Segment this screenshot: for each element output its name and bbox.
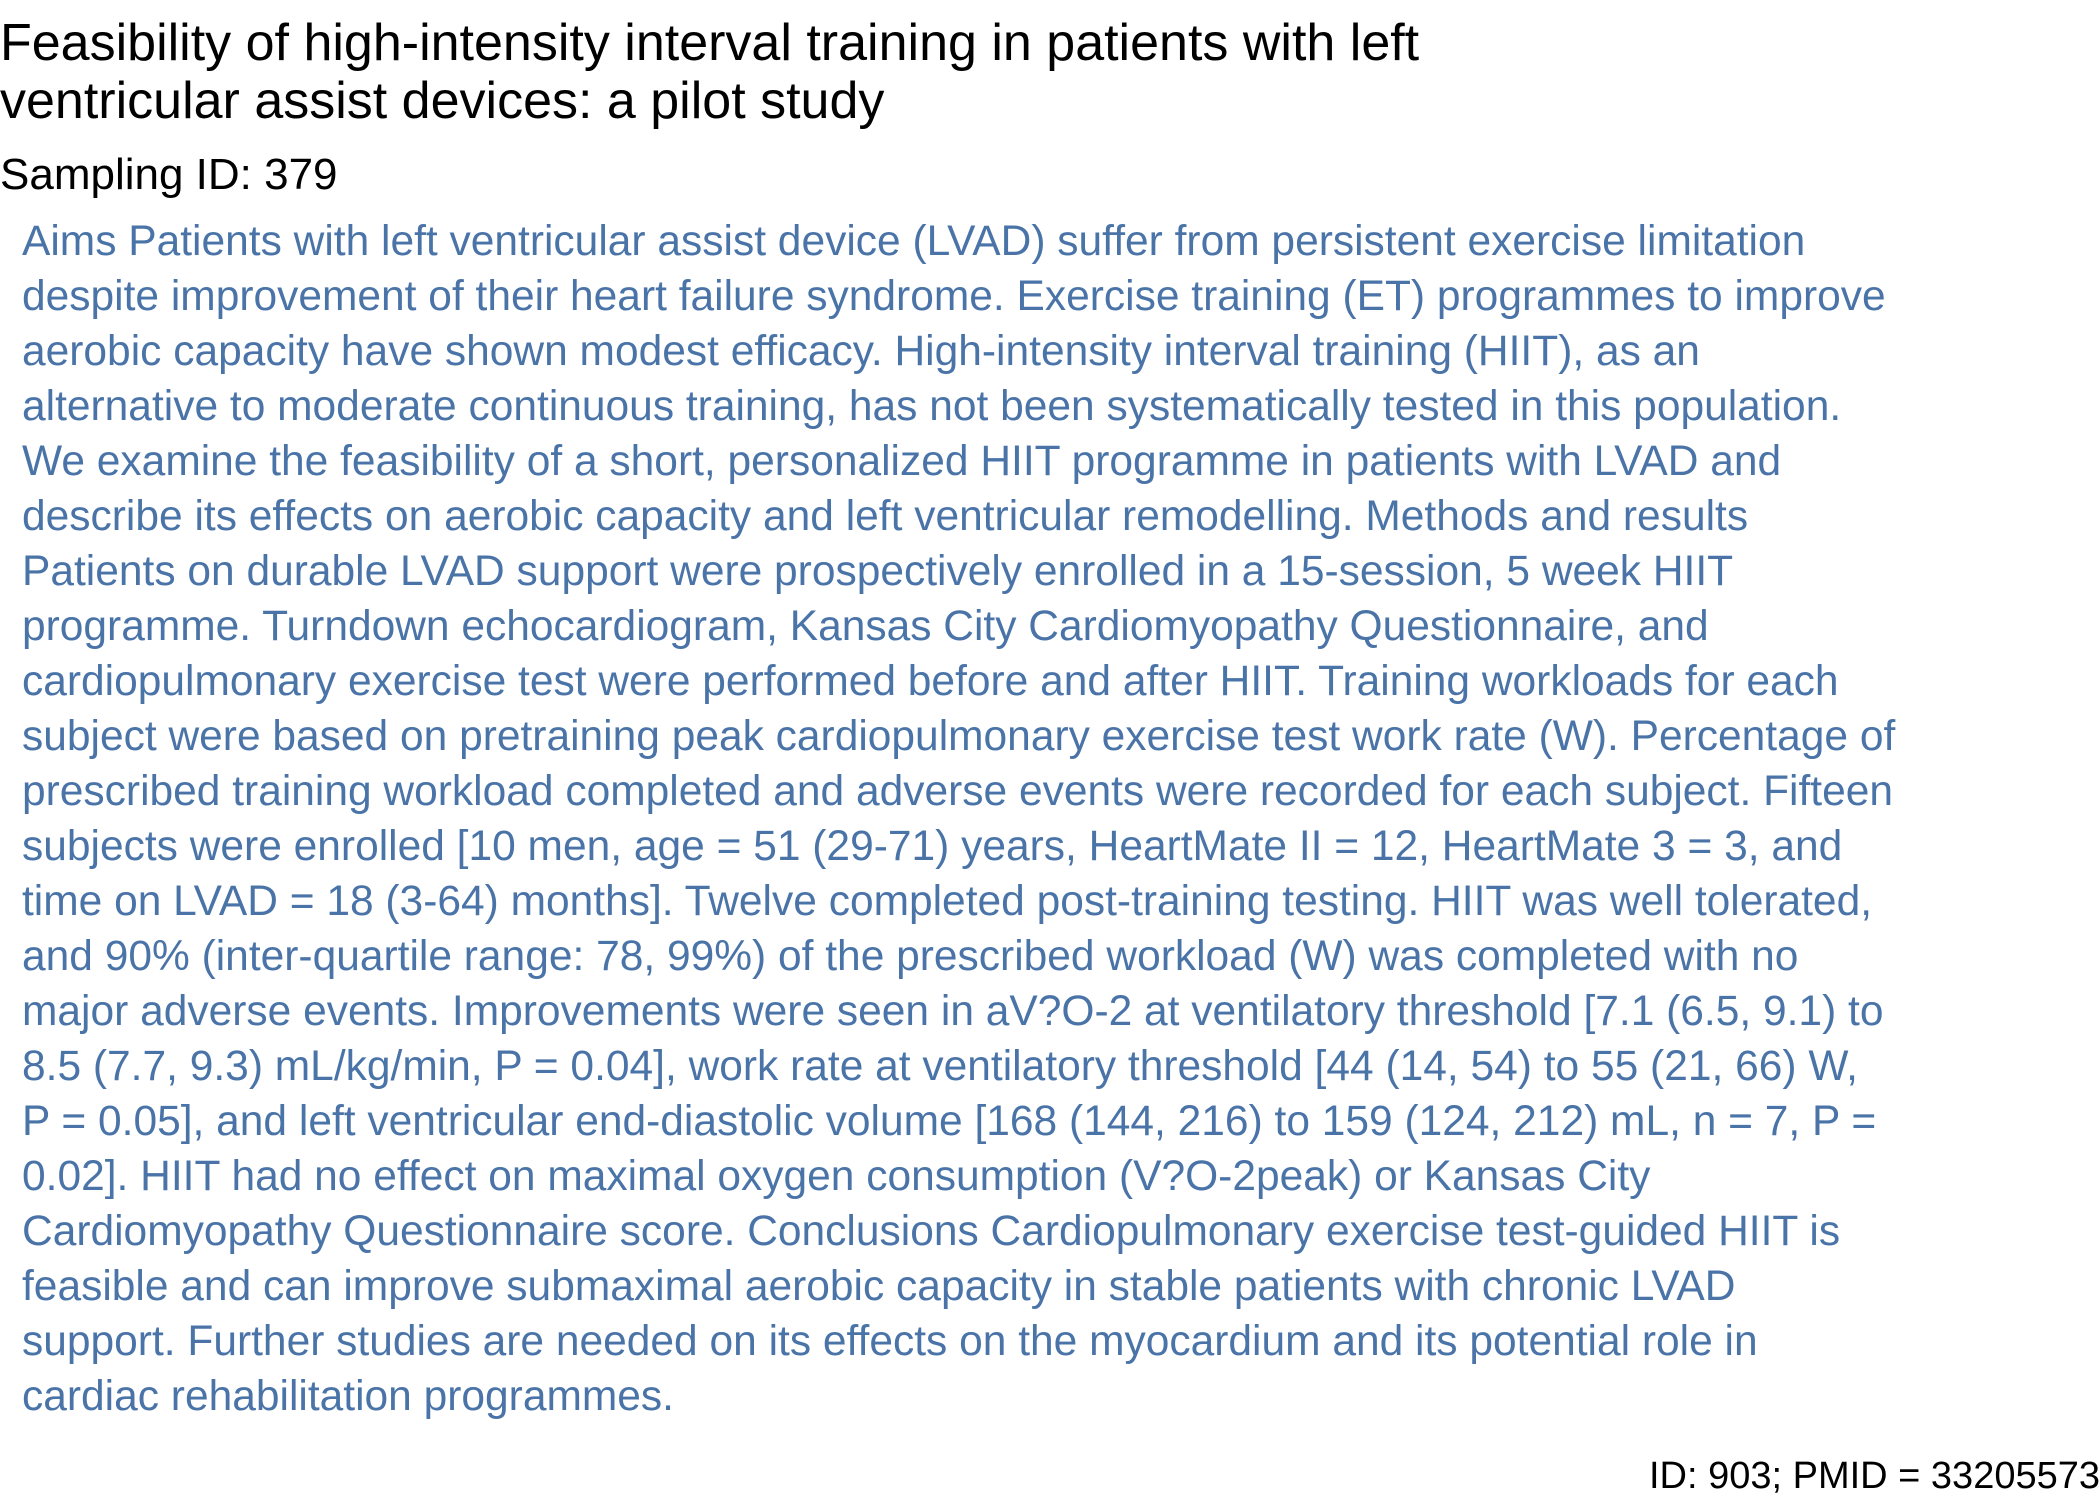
abstract-line: major adverse events. Improvements were … [22,988,1884,1035]
abstract-line: aerobic capacity have shown modest effic… [22,328,1700,375]
abstract-line: time on LVAD = 18 (3-64) months]. Twelve… [22,878,1873,925]
abstract-line: despite improvement of their heart failu… [22,273,1886,320]
abstract-line: and 90% (inter-quartile range: 78, 99%) … [22,933,1799,980]
abstract-line: cardiopulmonary exercise test were perfo… [22,658,1839,705]
paper-title: Feasibility of high-intensity interval t… [0,14,1560,130]
abstract-line: programme. Turndown echocardiogram, Kans… [22,603,1709,650]
abstract-line: alternative to moderate continuous train… [22,383,1842,430]
abstract-line: cardiac rehabilitation programmes. [22,1373,674,1420]
abstract-line: subject were based on pretraining peak c… [22,713,1896,760]
abstract-line: Cardiomyopathy Questionnaire score. Conc… [22,1208,1841,1255]
abstract-line: 0.02]. HIIT had no effect on maximal oxy… [22,1153,1651,1200]
abstract-line: P = 0.05], and left ventricular end-dias… [22,1098,1877,1145]
sampling-id: Sampling ID: 379 [0,150,338,199]
paper-footer-id: ID: 903; PMID = 33205573 [1648,1455,2100,1497]
abstract-line: We examine the feasibility of a short, p… [22,438,1782,485]
abstract-line: 8.5 (7.7, 9.3) mL/kg/min, P = 0.04], wor… [22,1043,1858,1090]
abstract-line: subjects were enrolled [10 men, age = 51… [22,823,1843,870]
abstract-line: prescribed training workload completed a… [22,768,1894,815]
abstract-line: describe its effects on aerobic capacity… [22,493,1749,540]
abstract: Aims Patients with left ventricular assi… [22,214,2100,1424]
abstract-line: feasible and can improve submaximal aero… [22,1263,1736,1310]
abstract-line: support. Further studies are needed on i… [22,1318,1758,1365]
abstract-line: Aims Patients with left ventricular assi… [22,218,1806,265]
title-line: ventricular assist devices: a pilot stud… [0,72,885,130]
title-line: Feasibility of high-intensity interval t… [0,14,1420,72]
abstract-line: Patients on durable LVAD support were pr… [22,548,1734,595]
